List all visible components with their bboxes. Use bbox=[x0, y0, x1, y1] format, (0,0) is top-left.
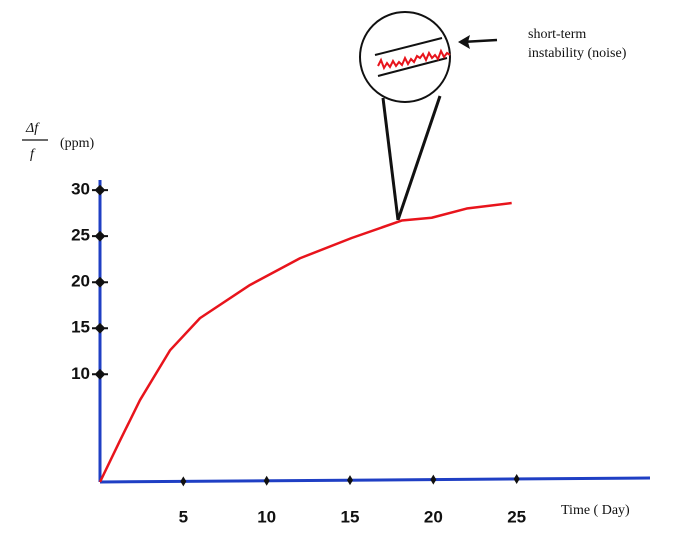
x-tick bbox=[263, 475, 270, 486]
y-tick-label: 30 bbox=[71, 180, 90, 199]
x-tick bbox=[513, 473, 520, 484]
x-tick-label: 10 bbox=[257, 507, 276, 526]
drift-line bbox=[98, 201, 512, 483]
y-label-denominator: f bbox=[30, 147, 36, 162]
annotation: short-term bbox=[528, 27, 586, 42]
y-tick bbox=[92, 322, 108, 334]
noise-band bbox=[377, 57, 448, 77]
y-tick bbox=[92, 276, 108, 288]
x-tick bbox=[430, 474, 437, 485]
y-tick bbox=[92, 184, 108, 196]
x-tick-label: 25 bbox=[507, 507, 526, 526]
zoom-line bbox=[396, 95, 442, 221]
y-tick-label: 25 bbox=[71, 226, 90, 245]
noise-trace bbox=[377, 48, 451, 71]
zoom-line bbox=[381, 97, 400, 221]
y-tick-label: 15 bbox=[71, 318, 90, 337]
y-label-numerator: Δf bbox=[25, 121, 40, 136]
y-tick-label: 20 bbox=[71, 272, 90, 291]
x-tick bbox=[347, 475, 353, 486]
x-tick-label: 15 bbox=[341, 507, 360, 526]
x-tick-label: 20 bbox=[424, 507, 443, 526]
x-tick bbox=[180, 476, 187, 487]
x-label: Time ( Day) bbox=[561, 503, 630, 518]
annotation: instability (noise) bbox=[528, 46, 627, 61]
magnifier bbox=[359, 11, 451, 103]
noise-band bbox=[374, 37, 443, 56]
y-tick-label: 10 bbox=[71, 364, 90, 383]
y-tick bbox=[92, 230, 108, 242]
y-tick bbox=[92, 368, 108, 380]
x-axis bbox=[99, 476, 651, 484]
x-tick-label: 5 bbox=[179, 507, 188, 526]
arrow-head bbox=[458, 35, 470, 49]
y-label-unit: (ppm) bbox=[60, 136, 95, 151]
